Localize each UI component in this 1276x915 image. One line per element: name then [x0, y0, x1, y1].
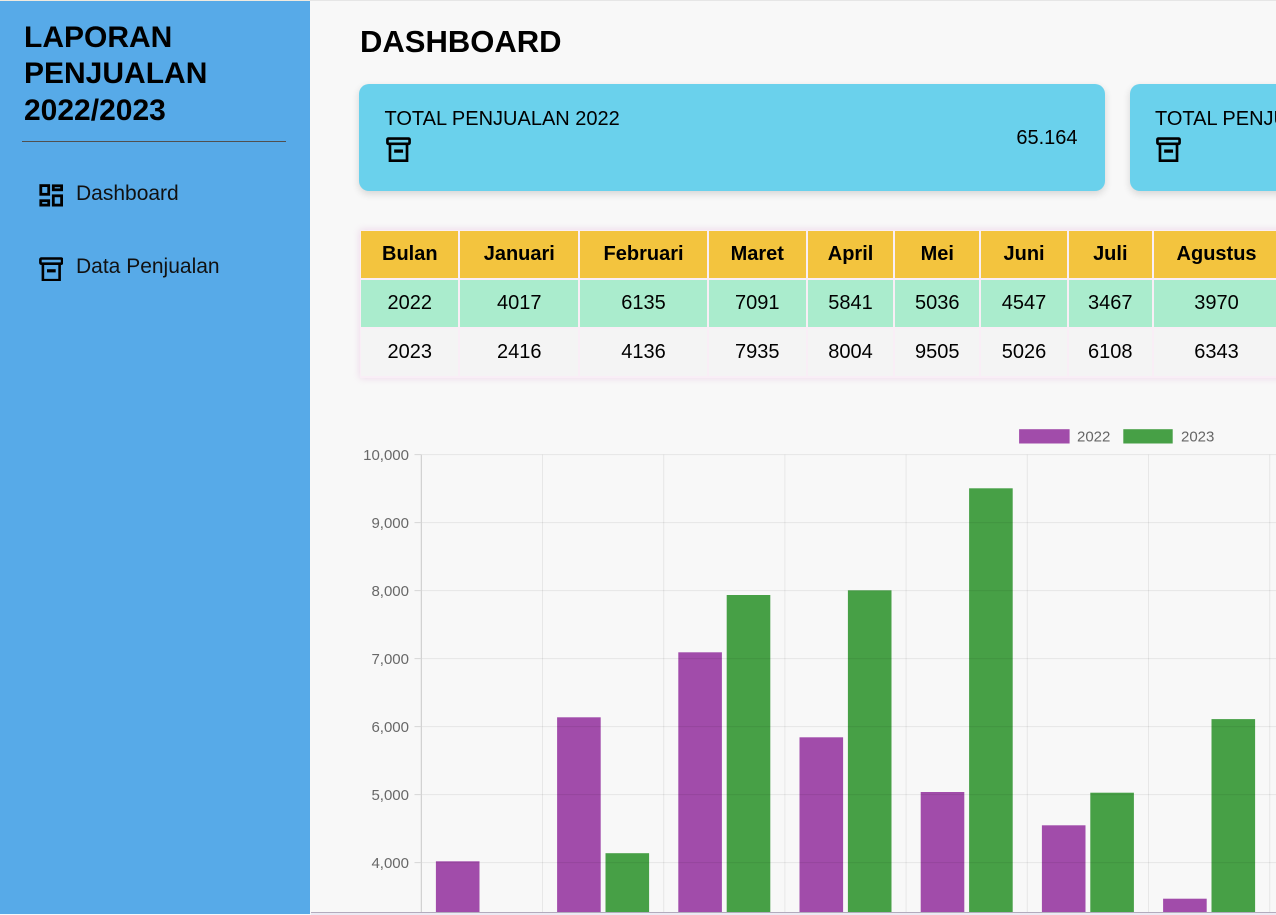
- svg-text:2022: 2022: [1077, 429, 1110, 446]
- svg-text:5,000: 5,000: [371, 787, 409, 804]
- svg-text:8,000: 8,000: [371, 583, 409, 600]
- svg-text:7,000: 7,000: [371, 651, 409, 668]
- svg-text:9,000: 9,000: [371, 515, 409, 532]
- svg-text:2023: 2023: [1181, 429, 1214, 446]
- svg-text:10,000: 10,000: [363, 447, 409, 464]
- svg-text:4,000: 4,000: [371, 855, 409, 872]
- svg-text:6,000: 6,000: [371, 719, 409, 736]
